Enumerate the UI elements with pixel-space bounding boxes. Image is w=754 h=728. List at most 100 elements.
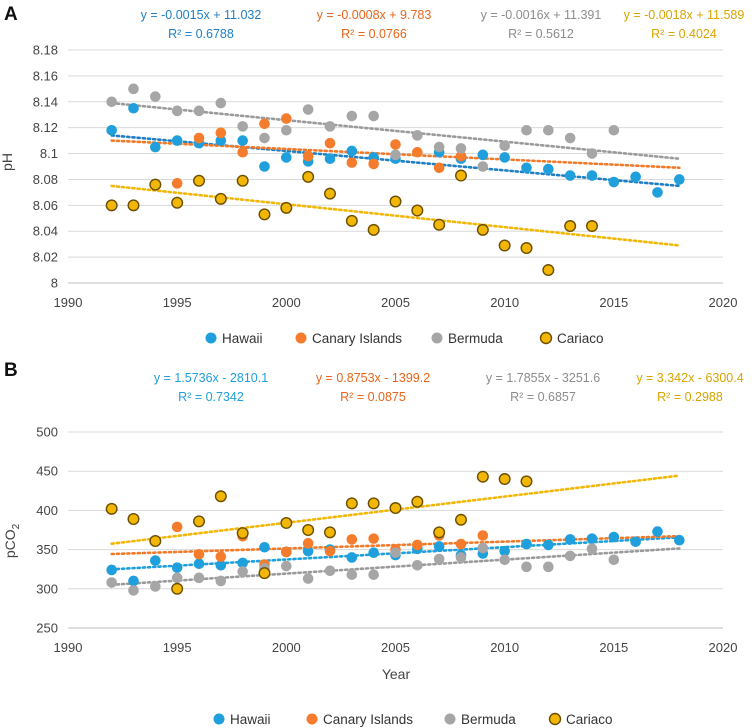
panel-b-y-axis-label-main: pCO: [2, 529, 18, 558]
legend-a-hawaii-label: Hawaii: [222, 331, 263, 346]
panel-b-hawaii-point-2016: [630, 536, 641, 548]
panel-a-bermuda-point-2011: [521, 124, 532, 136]
panel-b-y-tick-4: 450: [36, 464, 58, 479]
panel-b-hawaii-point-2013: [564, 534, 576, 545]
panel-b-hawaii-point-1992: [106, 564, 117, 576]
panel-b-canary-point-2002: [324, 545, 336, 557]
panel-a-canary-point-2003: [346, 157, 358, 168]
panel-b-hawaii-point-2004: [368, 547, 379, 559]
panel-b-cariaco-point-2011: [520, 475, 533, 488]
panel-a-cariaco-point-2000: [280, 201, 293, 214]
panel-b-cariaco-point-1995: [171, 582, 184, 595]
panel-a-canary-point-2002: [324, 137, 336, 149]
panel-b-canary-point-2000: [281, 546, 292, 558]
panel-b-bermuda-point-2013: [564, 550, 576, 562]
panel-b-bermuda-point-1994: [150, 581, 161, 592]
panel-b-bermuda-point-2000: [281, 560, 292, 572]
panel-b-cariaco-point-1998: [236, 527, 249, 540]
panel-b-cariaco-point-1999: [258, 567, 271, 580]
panel-a-bermuda-point-1995: [171, 105, 183, 117]
panel-a-cariaco-point-2012: [542, 264, 555, 277]
panel-b-bermuda-point-2015: [608, 554, 620, 566]
panel-b-canary-point-1997: [215, 551, 227, 562]
legend-b-cariaco-marker: [548, 712, 562, 726]
panel-a-cariaco-point-2006: [411, 204, 424, 217]
panel-a-y-axis-label: pH: [0, 153, 15, 171]
panel-a-x-tick-6: 2020: [709, 295, 738, 310]
panel-a-legend: Hawaii Canary Islands Bermuda Cariaco: [205, 331, 604, 346]
panel-b-canary-point-2008: [455, 538, 467, 550]
panel-a-y-tick-4: 8.08: [33, 172, 58, 187]
panel-a-cariaco-point-2011: [520, 242, 533, 255]
panel-b-hawaii-point-1999: [259, 541, 270, 553]
panel-b-hawaii-point-2001: [302, 545, 314, 557]
panel-a-bermuda-point-1997: [215, 97, 227, 109]
panel-b-x-axis-label: Year: [382, 666, 411, 682]
panel-b-hawaii-point-1997: [215, 559, 227, 571]
panel-a-canary-point-1997: [215, 127, 227, 139]
panel-b-bermuda-point-2001: [302, 573, 314, 584]
panel-a-letter: A: [4, 4, 18, 25]
panel-b-x-tick-0: 1990: [54, 640, 83, 655]
panel-b-hawaii-point-1998: [237, 557, 248, 569]
panel-b-hawaii-point-1995: [171, 562, 183, 573]
panel-a-cariaco-point-2003: [345, 214, 358, 227]
panel-a-bermuda-point-2008: [455, 143, 467, 154]
panel-a-bermuda-point-1993: [128, 83, 139, 95]
panel-b-x-tick-6: 2020: [709, 640, 738, 655]
panel-a-points: [105, 83, 685, 277]
legend-b-bermuda-label: Bermuda: [461, 712, 516, 727]
panel-a-hawaii-point-2000: [281, 152, 292, 163]
panel-a-cariaco-point-2007: [433, 218, 446, 231]
panel-b-bermuda-point-2007: [433, 553, 445, 565]
panel-a-cariaco-point-1993: [127, 199, 140, 212]
panel-a-canary-equation: y = -0.0008x + 9.783: [317, 8, 432, 22]
panel-b-cariaco-point-2000: [280, 516, 293, 529]
panel-b-cariaco-point-2001: [302, 524, 315, 537]
panel-a-hawaii-point-1995: [171, 135, 183, 146]
panel-a-hawaii-point-2017: [652, 187, 663, 198]
panel-a-canary-point-2005: [390, 139, 401, 150]
panel-b-bermuda-point-2002: [324, 565, 336, 577]
panel-b-canary-point-2003: [346, 534, 358, 545]
panel-a-bermuda-point-2001: [302, 104, 314, 115]
panel-b-hawaii-point-2012: [543, 539, 554, 551]
panel-a-hawaii-point-2015: [608, 176, 620, 188]
panel-b-cariaco-point-1994: [149, 534, 162, 547]
legend-a-hawaii-marker: [205, 332, 217, 344]
panel-b-bermuda-r2: R² = 0.6857: [510, 390, 576, 404]
panel-b-bermuda-point-2012: [543, 561, 554, 573]
panel-b-bermuda-point-1995: [171, 572, 183, 584]
panel-a-y-tick-1: 8.02: [33, 250, 58, 265]
panel-b-x-tick-2: 2000: [272, 640, 301, 655]
panel-b: B y = 1.5736x - 2810.1 R² = 0.7342 y = 0…: [2, 360, 744, 727]
panel-b-bermuda-point-1997: [215, 575, 227, 587]
panel-a-bermuda-point-2012: [543, 124, 554, 136]
panel-b-cariaco-point-1996: [192, 515, 205, 528]
panel-b-y-tick-5: 500: [36, 425, 58, 440]
panel-a-hawaii-point-2010: [499, 152, 510, 163]
panel-a: A y = -0.0015x + 11.032 R² = 0.6788 y = …: [0, 4, 744, 346]
panel-b-x-tick-4: 2010: [490, 640, 519, 655]
panel-b-bermuda-point-2010: [499, 554, 510, 566]
panel-b-letter: B: [4, 360, 18, 381]
legend-a-cariaco-label: Cariaco: [557, 331, 604, 346]
panel-b-cariaco-point-2004: [367, 497, 380, 510]
panel-b-hawaii-point-1994: [150, 555, 161, 566]
panel-a-y-tick-3: 8.06: [33, 198, 58, 213]
panel-b-x-tick-3: 2005: [381, 640, 410, 655]
panel-b-hawaii-r2: R² = 0.7342: [178, 390, 244, 404]
panel-a-hawaii-point-1992: [106, 124, 117, 136]
panel-b-bermuda-point-2009: [477, 542, 489, 554]
panel-a-x-tick-3: 2005: [381, 295, 410, 310]
panel-a-canary-point-2007: [433, 162, 445, 174]
panel-a-axes: 8 8.02 8.04 8.06 8.08 8.1 8.12 8.14 8.16 8.18 1990…: [33, 43, 738, 311]
panel-a-bermuda-point-2006: [412, 130, 423, 141]
panel-a-bermuda-point-1999: [259, 132, 270, 144]
panel-b-cariaco-point-2002: [324, 526, 337, 539]
panel-b-canary-point-2004: [368, 533, 379, 544]
panel-a-y-tick-0: 8: [51, 276, 58, 291]
panel-b-hawaii-point-1993: [128, 575, 139, 587]
panel-b-canary-point-1995: [171, 521, 183, 533]
legend-b-hawaii-marker: [213, 713, 225, 725]
